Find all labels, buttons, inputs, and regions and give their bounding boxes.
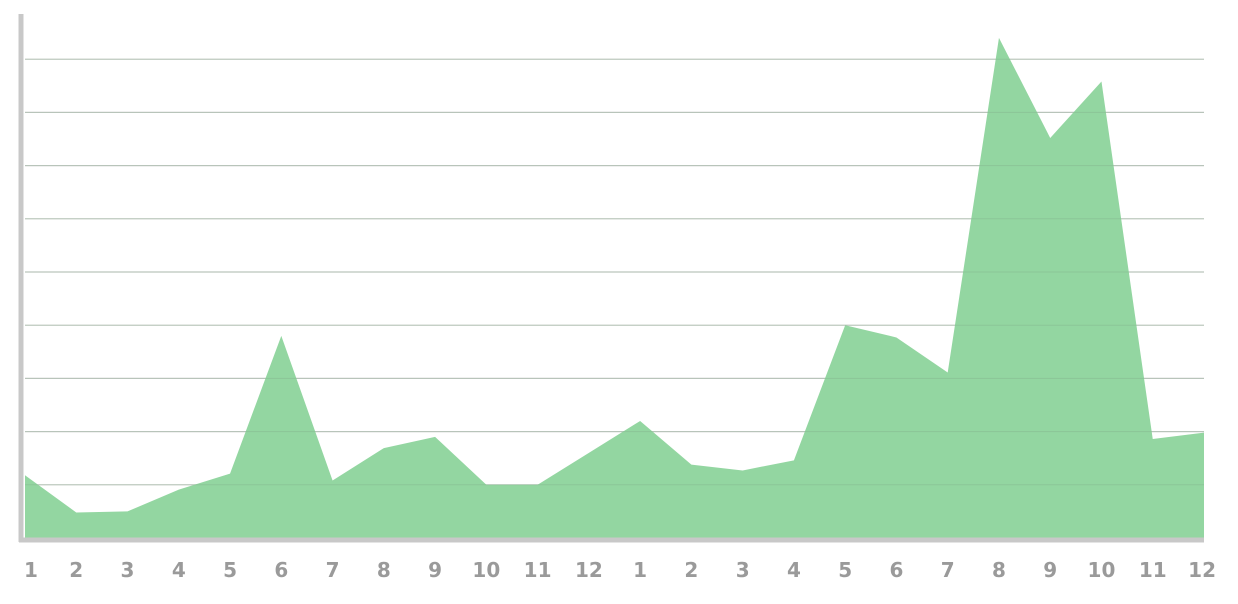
x-tick-label: 4 — [787, 558, 801, 582]
x-tick-label: 6 — [274, 558, 288, 582]
x-tick-label: 1 — [24, 558, 38, 582]
x-tick-label: 2 — [69, 558, 83, 582]
x-tick-label: 11 — [1139, 558, 1167, 582]
axes — [18, 14, 1204, 543]
x-tick-label: 11 — [524, 558, 552, 582]
x-tick-label: 10 — [1088, 558, 1116, 582]
x-tick-label: 5 — [838, 558, 852, 582]
x-tick-labels: 1 2 3 4 5 6 7 8 9 10 11 12 1 2 3 4 5 6 7 8 9 10 11 12 — [24, 558, 1216, 582]
x-tick-label: 9 — [428, 558, 442, 582]
x-tick-label: 3 — [121, 558, 135, 582]
area-series — [25, 37, 1204, 539]
x-tick-label: 8 — [377, 558, 391, 582]
x-tick-label: 7 — [941, 558, 955, 582]
x-tick-label: 10 — [472, 558, 500, 582]
x-tick-label: 6 — [889, 558, 903, 582]
gridlines — [25, 58, 1204, 486]
x-tick-label: 2 — [684, 558, 698, 582]
x-tick-label: 12 — [1188, 558, 1216, 582]
area-fill — [25, 37, 1204, 539]
x-tick-label: 5 — [223, 558, 237, 582]
x-tick-label: 9 — [1043, 558, 1057, 582]
x-tick-label: 3 — [736, 558, 750, 582]
x-tick-label: 8 — [992, 558, 1006, 582]
gridline-overlays — [25, 58, 1204, 486]
x-tick-label: 4 — [172, 558, 186, 582]
x-tick-label: 7 — [326, 558, 340, 582]
x-tick-label: 12 — [575, 558, 603, 582]
x-tick-label: 1 — [633, 558, 647, 582]
